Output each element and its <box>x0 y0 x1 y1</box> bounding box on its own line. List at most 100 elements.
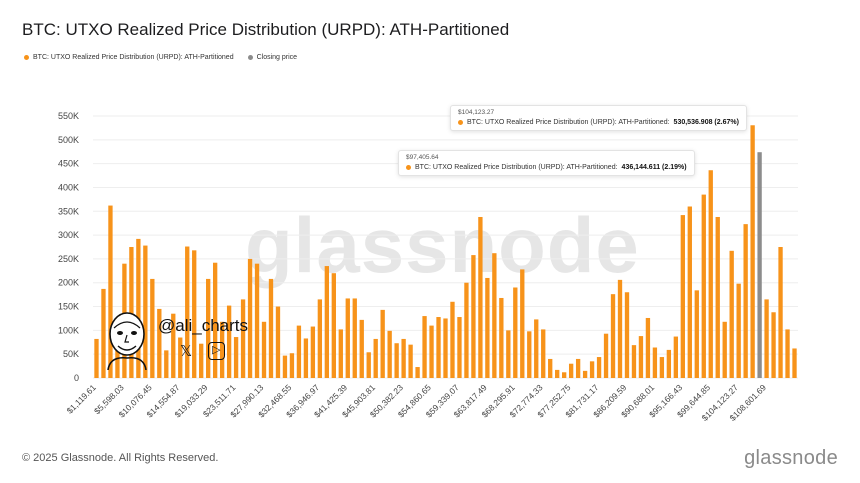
urpd-bar[interactable] <box>785 329 790 378</box>
urpd-bar[interactable] <box>408 344 413 378</box>
closing-price-bar[interactable] <box>757 152 762 378</box>
urpd-bar[interactable] <box>645 317 651 378</box>
urpd-bar[interactable] <box>317 299 323 378</box>
urpd-bar[interactable] <box>401 338 406 378</box>
urpd-bar[interactable] <box>345 298 350 378</box>
urpd-bar[interactable] <box>108 205 113 378</box>
urpd-bar[interactable] <box>582 370 588 378</box>
urpd-bar[interactable] <box>94 338 99 378</box>
urpd-bar[interactable] <box>513 287 518 378</box>
urpd-bar[interactable] <box>743 224 748 378</box>
urpd-bar[interactable] <box>352 298 357 378</box>
urpd-bar[interactable] <box>143 245 148 378</box>
urpd-bar[interactable] <box>666 349 672 378</box>
urpd-bar[interactable] <box>736 283 741 378</box>
urpd-bar[interactable] <box>722 321 727 378</box>
urpd-bar[interactable] <box>729 250 734 378</box>
urpd-bar[interactable] <box>366 352 371 378</box>
urpd-bar[interactable] <box>506 330 511 378</box>
urpd-bar[interactable] <box>548 358 553 378</box>
urpd-bar[interactable] <box>464 282 469 378</box>
urpd-bar[interactable] <box>233 337 239 378</box>
urpd-bar[interactable] <box>624 292 630 378</box>
urpd-bar[interactable] <box>206 278 211 378</box>
urpd-bar[interactable] <box>534 319 539 378</box>
urpd-bar[interactable] <box>555 369 560 378</box>
urpd-bar[interactable] <box>387 330 392 378</box>
urpd-bar[interactable] <box>715 216 720 378</box>
urpd-bar[interactable] <box>701 194 706 378</box>
urpd-bar[interactable] <box>541 329 546 378</box>
urpd-bar[interactable] <box>268 278 274 378</box>
urpd-bar[interactable] <box>226 305 232 378</box>
urpd-bar[interactable] <box>212 262 218 378</box>
urpd-bar[interactable] <box>150 278 155 378</box>
urpd-bar[interactable] <box>778 247 783 378</box>
urpd-bar[interactable] <box>771 312 776 378</box>
urpd-bar[interactable] <box>324 266 330 378</box>
urpd-bar[interactable] <box>617 279 623 378</box>
urpd-bar[interactable] <box>164 350 169 378</box>
urpd-bar[interactable] <box>687 206 692 378</box>
urpd-bar[interactable] <box>589 361 595 378</box>
urpd-bar[interactable] <box>422 316 427 378</box>
urpd-bar[interactable] <box>673 336 679 378</box>
urpd-bar[interactable] <box>240 299 246 378</box>
urpd-bar[interactable] <box>450 301 455 378</box>
urpd-bar[interactable] <box>575 358 581 378</box>
urpd-bar[interactable] <box>485 277 490 378</box>
urpd-bar[interactable] <box>296 325 302 378</box>
legend-item-closing-price[interactable]: Closing price <box>247 54 297 61</box>
urpd-bar[interactable] <box>499 297 504 378</box>
urpd-bar[interactable] <box>415 367 420 378</box>
urpd-bar[interactable] <box>129 247 134 378</box>
urpd-bar[interactable] <box>289 353 295 378</box>
urpd-bar[interactable] <box>764 299 769 378</box>
urpd-bar[interactable] <box>457 317 462 378</box>
urpd-bar[interactable] <box>157 308 162 378</box>
x-logo-icon[interactable]: 𝕏 <box>180 343 193 360</box>
urpd-bar[interactable] <box>568 363 574 378</box>
urpd-bar[interactable] <box>471 255 476 378</box>
urpd-bar[interactable] <box>680 215 685 378</box>
urpd-bar[interactable] <box>527 331 532 378</box>
youtube-icon[interactable]: ▷ <box>208 342 225 360</box>
urpd-bar[interactable] <box>101 288 106 378</box>
urpd-bar[interactable] <box>492 253 497 378</box>
urpd-bar[interactable] <box>310 326 316 378</box>
urpd-bar[interactable] <box>359 319 364 378</box>
urpd-bar[interactable] <box>192 250 197 378</box>
urpd-bar[interactable] <box>708 170 713 378</box>
urpd-bar[interactable] <box>792 348 797 378</box>
urpd-bar[interactable] <box>303 338 309 378</box>
urpd-bar[interactable] <box>115 332 120 378</box>
urpd-bar[interactable] <box>394 343 399 378</box>
urpd-bar[interactable] <box>338 329 343 378</box>
urpd-bar[interactable] <box>561 372 567 378</box>
urpd-bar[interactable] <box>694 290 699 378</box>
urpd-bar[interactable] <box>275 306 281 378</box>
urpd-bar[interactable] <box>659 357 665 378</box>
legend-item-urpd[interactable]: BTC: UTXO Realized Price Distribution (U… <box>24 54 234 61</box>
urpd-bar[interactable] <box>171 313 176 378</box>
urpd-bar[interactable] <box>178 337 183 378</box>
urpd-bar[interactable] <box>631 345 637 378</box>
urpd-bar[interactable] <box>261 321 267 378</box>
urpd-bar[interactable] <box>603 333 609 378</box>
urpd-bar[interactable] <box>331 273 336 378</box>
urpd-bar[interactable] <box>443 318 448 378</box>
urpd-bar[interactable] <box>478 216 483 378</box>
urpd-bar[interactable] <box>520 269 525 378</box>
urpd-bar[interactable] <box>610 294 616 378</box>
urpd-bar[interactable] <box>247 258 253 378</box>
urpd-bar[interactable] <box>750 125 755 378</box>
urpd-bar[interactable] <box>219 321 225 378</box>
urpd-bar[interactable] <box>638 336 644 378</box>
urpd-bar[interactable] <box>199 343 204 378</box>
urpd-bar[interactable] <box>596 357 602 378</box>
urpd-bar[interactable] <box>436 317 441 378</box>
urpd-bar[interactable] <box>373 338 378 378</box>
urpd-bar[interactable] <box>282 355 288 378</box>
urpd-bar[interactable] <box>652 347 658 378</box>
urpd-bar[interactable] <box>136 238 141 378</box>
